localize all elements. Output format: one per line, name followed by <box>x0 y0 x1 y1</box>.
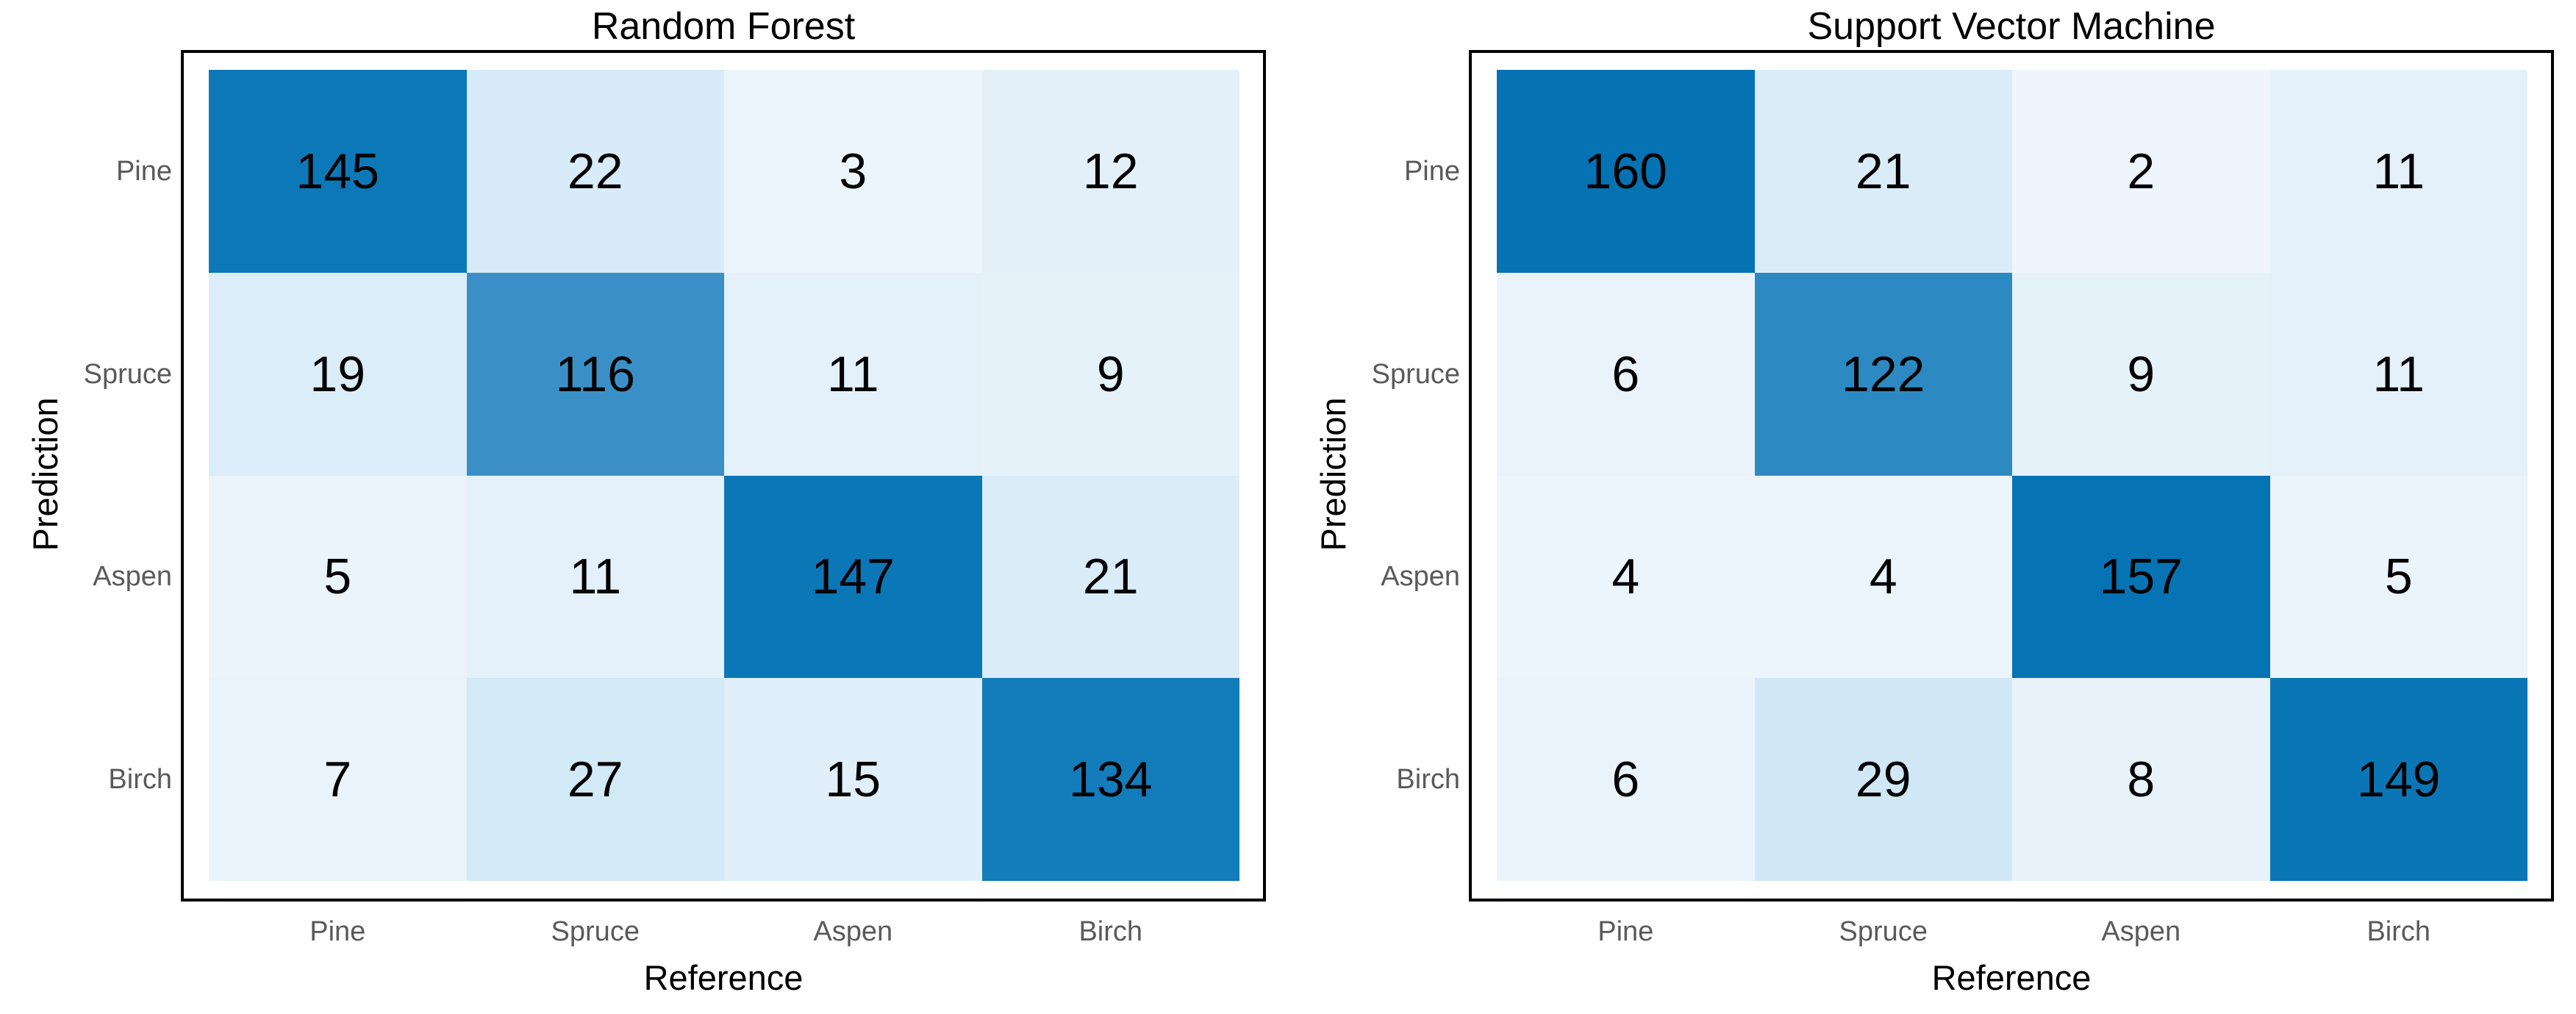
x-tick-label-pine: Pine <box>310 916 366 947</box>
matrix-cell-spruce-pine: 6 <box>1497 272 1755 476</box>
y-tick-label-pine: Pine <box>115 155 172 187</box>
y-tick-label-birch: Birch <box>108 764 172 796</box>
matrix-cell-birch-birch: 149 <box>2269 678 2527 881</box>
matrix-cell-pine-aspen: 3 <box>724 70 982 273</box>
matrix-cell-pine-pine: 160 <box>1497 70 1755 273</box>
matrix-cell-birch-spruce: 29 <box>1754 678 2012 881</box>
matrix-cell-pine-aspen: 2 <box>2012 70 2270 273</box>
y-tick-label-spruce: Spruce <box>1371 358 1460 390</box>
x-tick-label-aspen: Aspen <box>813 916 893 947</box>
matrix-cell-birch-pine: 7 <box>209 678 467 881</box>
matrix-cell-aspen-aspen: 157 <box>2012 475 2270 679</box>
x-tick-label-birch: Birch <box>2366 916 2431 947</box>
matrix-cell-pine-birch: 11 <box>2269 70 2527 273</box>
x-tick-label-spruce: Spruce <box>551 916 640 947</box>
matrix-cell-birch-aspen: 8 <box>2012 678 2270 881</box>
matrix-cell-spruce-birch: 11 <box>2269 272 2527 476</box>
x-axis-title: Reference <box>1931 958 2092 997</box>
matrix-cell-aspen-birch: 21 <box>981 475 1239 679</box>
matrix-cell-spruce-spruce: 122 <box>1754 272 2012 476</box>
x-tick-label-aspen: Aspen <box>2101 916 2181 947</box>
plot-area: 145 22 3 12 19 116 11 9 5 11 147 21 7 27 15 134 <box>181 50 1266 901</box>
x-tick-label-birch: Birch <box>1078 916 1143 947</box>
matrix-cell-aspen-spruce: 11 <box>466 475 724 679</box>
matrix-cell-aspen-pine: 5 <box>209 475 467 679</box>
panel-random-forest: Random Forest Prediction Pine Spruce Aspen… <box>26 5 1266 997</box>
matrix-cell-spruce-birch: 9 <box>981 272 1239 476</box>
matrix-cell-pine-spruce: 21 <box>1754 70 2012 273</box>
matrix-cell-spruce-spruce: 116 <box>466 272 724 476</box>
x-tick-label-pine: Pine <box>1598 916 1654 947</box>
y-tick-label-pine: Pine <box>1403 155 1460 187</box>
matrix-cell-spruce-aspen: 9 <box>2012 272 2270 476</box>
heatmap: 160 21 2 11 6 122 9 11 4 4 157 5 6 29 8 149 <box>1497 70 2527 881</box>
y-tick-label-birch: Birch <box>1396 764 1460 796</box>
matrix-cell-birch-aspen: 15 <box>724 678 982 881</box>
heatmap: 145 22 3 12 19 116 11 9 5 11 147 21 7 27 15 134 <box>209 70 1239 881</box>
y-tick-label-spruce: Spruce <box>83 358 172 390</box>
y-tick-label-aspen: Aspen <box>93 561 172 593</box>
matrix-cell-aspen-pine: 4 <box>1497 475 1755 679</box>
panel-title: Support Vector Machine <box>1807 5 2216 48</box>
plot-area: 160 21 2 11 6 122 9 11 4 4 157 5 6 29 8 149 <box>1469 50 2554 901</box>
matrix-cell-pine-birch: 12 <box>981 70 1239 273</box>
x-tick-label-spruce: Spruce <box>1839 916 1928 947</box>
matrix-cell-birch-spruce: 27 <box>466 678 724 881</box>
matrix-cell-spruce-pine: 19 <box>209 272 467 476</box>
x-axis-title: Reference <box>643 958 804 997</box>
panel-title: Random Forest <box>591 5 856 48</box>
matrix-cell-birch-pine: 6 <box>1497 678 1755 881</box>
y-tick-label-aspen: Aspen <box>1381 561 1460 593</box>
matrix-cell-spruce-aspen: 11 <box>724 272 982 476</box>
matrix-cell-aspen-aspen: 147 <box>724 475 982 679</box>
panel-support-vector-machine: Support Vector Machine Prediction Pine Sp… <box>1288 0 2576 1014</box>
matrix-cell-aspen-birch: 5 <box>2269 475 2527 679</box>
matrix-cell-aspen-spruce: 4 <box>1754 475 2012 679</box>
matrix-cell-pine-pine: 145 <box>209 70 467 273</box>
matrix-cell-pine-spruce: 22 <box>466 70 724 273</box>
matrix-cell-birch-birch: 134 <box>981 678 1239 881</box>
